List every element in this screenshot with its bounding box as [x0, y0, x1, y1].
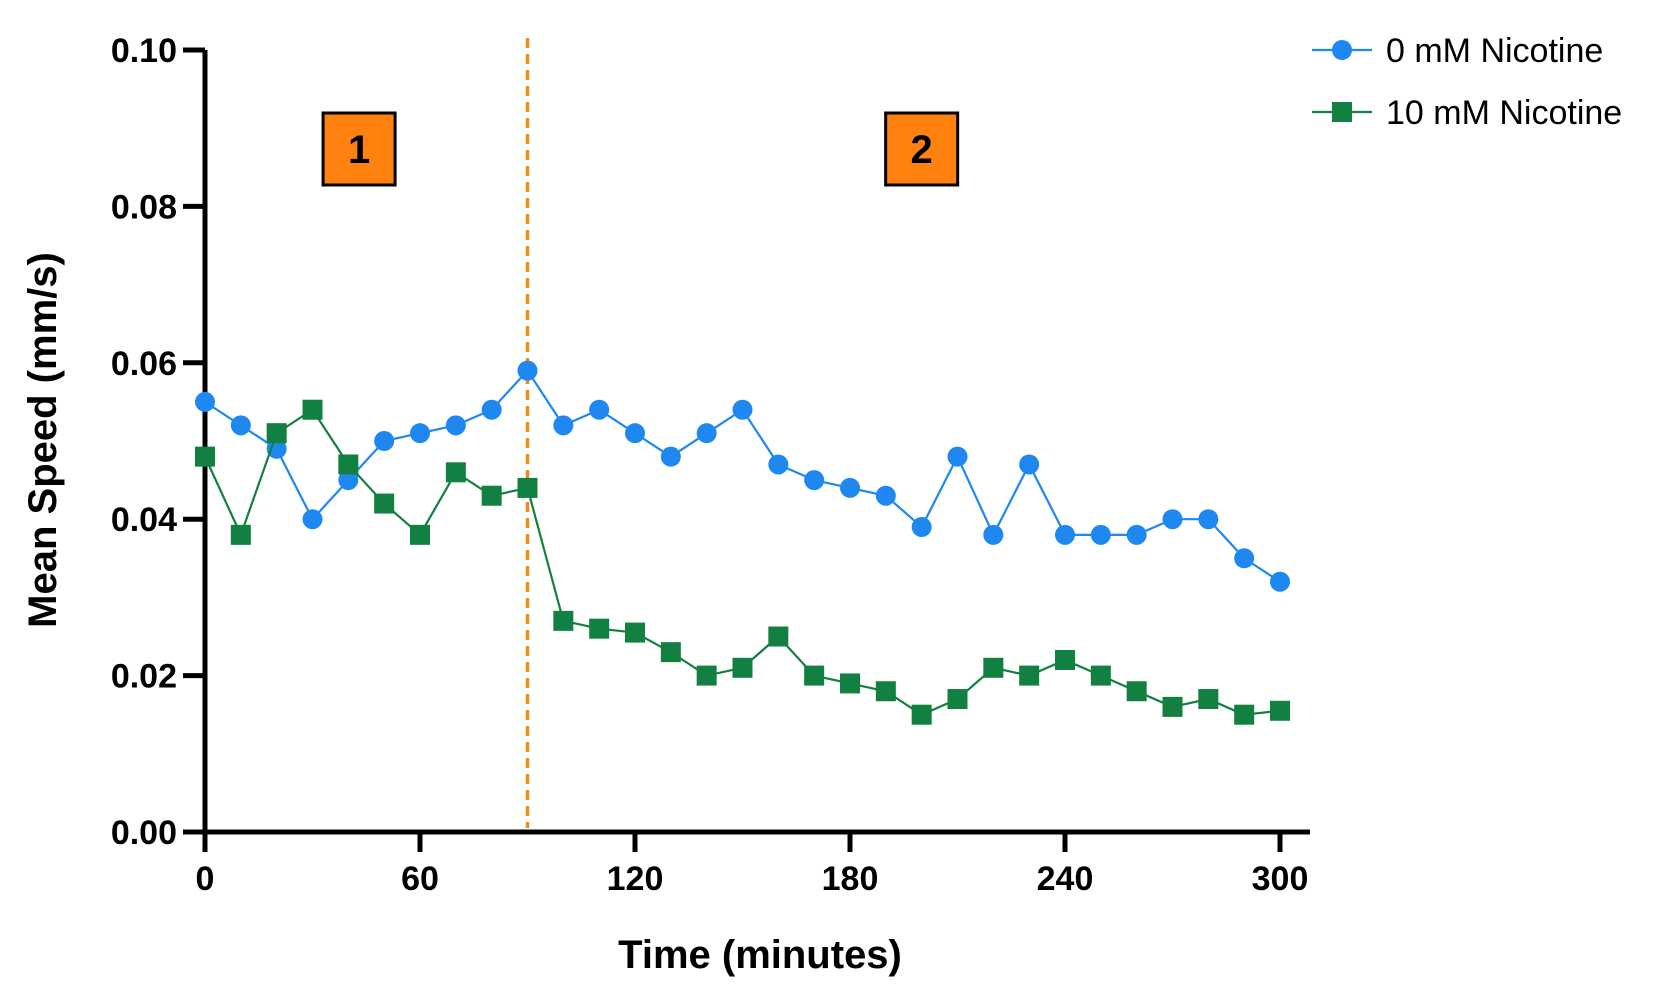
data-point — [1055, 524, 1075, 545]
data-point — [1126, 524, 1147, 545]
y-axis-title: Mean Speed (mm/s) — [21, 252, 65, 628]
data-point — [1270, 571, 1290, 592]
x-tick-label: 120 — [607, 860, 664, 898]
data-point — [589, 399, 610, 420]
data-point — [517, 477, 538, 498]
data-point — [1270, 700, 1290, 721]
x-tick-label: 300 — [1252, 860, 1309, 898]
y-tick-label: 0.10 — [111, 32, 177, 70]
x-tick-label: 180 — [822, 860, 879, 898]
data-point — [1162, 696, 1183, 717]
data-point — [1055, 649, 1075, 670]
data-point — [1090, 665, 1111, 686]
data-point — [266, 423, 287, 444]
phase-box — [321, 111, 397, 187]
data-point — [445, 462, 466, 483]
data-point — [1126, 681, 1147, 702]
data-point — [1090, 524, 1111, 545]
data-point — [732, 657, 753, 678]
y-tick-label: 0.00 — [111, 814, 177, 852]
data-point — [768, 454, 789, 475]
legend-label: 10 mM Nicotine — [1386, 94, 1622, 132]
y-tick-label: 0.06 — [111, 345, 177, 383]
data-point — [947, 689, 968, 710]
data-point — [1162, 509, 1183, 530]
data-point — [445, 415, 466, 436]
data-point — [374, 493, 395, 514]
data-point — [696, 665, 717, 686]
data-point — [266, 438, 287, 459]
legend-label: 0 mM Nicotine — [1386, 32, 1603, 70]
data-point — [1234, 548, 1255, 569]
data-point — [1019, 454, 1040, 475]
series-1 — [195, 360, 1290, 592]
x-tick-label: 60 — [401, 860, 439, 898]
data-point — [804, 665, 825, 686]
data-point — [911, 704, 932, 725]
data-point — [1019, 665, 1040, 686]
data-point — [481, 485, 502, 506]
data-point — [410, 524, 430, 545]
x-tick-label: 0 — [196, 860, 215, 898]
legend-item: 0 mM Nicotine — [1312, 32, 1603, 70]
data-point — [338, 454, 359, 475]
data-point — [302, 399, 323, 420]
y-tick-label: 0.08 — [111, 188, 177, 226]
data-point — [1198, 689, 1219, 710]
data-point — [553, 415, 574, 436]
data-point — [589, 618, 610, 639]
legend: 0 mM Nicotine 10 mM Nicotine — [1312, 32, 1622, 132]
data-point — [625, 622, 645, 643]
phase-text: 1 — [348, 128, 370, 172]
series-2 — [195, 399, 1290, 725]
x-tick-label: 240 — [1037, 860, 1094, 898]
phase-text: 2 — [911, 128, 933, 172]
data-point — [696, 423, 717, 444]
data-point — [1198, 509, 1219, 530]
y-tick-label: 0.04 — [111, 501, 177, 539]
data-point — [660, 446, 681, 467]
data-point — [481, 399, 502, 420]
data-point — [302, 509, 323, 530]
legend-marker — [1332, 40, 1352, 60]
data-point — [983, 657, 1004, 678]
data-point — [875, 681, 896, 702]
data-point — [660, 642, 681, 663]
data-point — [230, 415, 251, 436]
legend-item: 10 mM Nicotine — [1312, 94, 1622, 132]
data-point — [374, 431, 395, 451]
data-point — [840, 673, 860, 694]
axes: 0.00 0.02 0.04 0.06 0.08 0.10 0 60 120 180 240 300 — [111, 32, 1310, 898]
data-point — [553, 610, 574, 631]
legend-marker — [1332, 102, 1352, 122]
data-point — [195, 446, 215, 467]
data-point — [804, 470, 825, 491]
series-layer — [195, 360, 1290, 725]
data-point — [230, 524, 251, 545]
phase-label-box: 1 — [321, 111, 397, 187]
data-point — [732, 399, 753, 420]
data-point — [338, 470, 359, 491]
y-tick-label: 0.02 — [111, 658, 177, 696]
phase-box — [884, 111, 960, 187]
phase-label-box: 2 — [884, 111, 960, 187]
x-axis-title: Time (minutes) — [618, 933, 902, 977]
data-point — [768, 626, 789, 647]
data-point — [947, 446, 968, 467]
data-point — [410, 423, 430, 444]
data-point — [875, 485, 896, 506]
data-point — [1234, 704, 1255, 725]
data-point — [983, 524, 1004, 545]
data-point — [517, 360, 538, 381]
data-point — [911, 517, 932, 538]
data-point — [625, 423, 645, 444]
data-point — [195, 391, 215, 412]
data-point — [840, 477, 860, 498]
